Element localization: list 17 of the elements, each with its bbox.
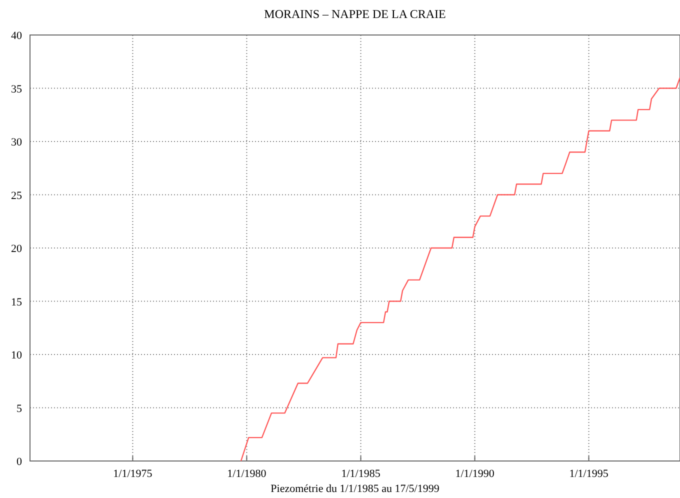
x-tick-label: 1/1/1975 xyxy=(113,468,153,480)
y-tick-label: 25 xyxy=(11,190,22,202)
chart-title: MORAINS – NAPPE DE LA CRAIE xyxy=(264,7,446,21)
x-tick-label: 1/1/1985 xyxy=(341,468,381,480)
y-tick-label: 40 xyxy=(11,30,22,42)
y-tick-label: 10 xyxy=(11,350,22,362)
x-tick-label: 1/1/1990 xyxy=(455,468,495,480)
line-series xyxy=(240,77,680,462)
y-tick-label: 15 xyxy=(11,296,22,308)
x-axis-title: Piezométrie du 1/1/1985 au 17/5/1999 xyxy=(270,483,440,495)
y-tick-label: 30 xyxy=(11,136,22,148)
x-tick-label: 1/1/1995 xyxy=(569,468,609,480)
y-tick-label: 5 xyxy=(16,402,22,415)
x-tick-label: 1/1/1980 xyxy=(227,468,267,480)
y-tick-label: 35 xyxy=(11,83,22,96)
y-tick-label: 0 xyxy=(16,456,22,468)
y-tick-label: 20 xyxy=(11,243,22,255)
